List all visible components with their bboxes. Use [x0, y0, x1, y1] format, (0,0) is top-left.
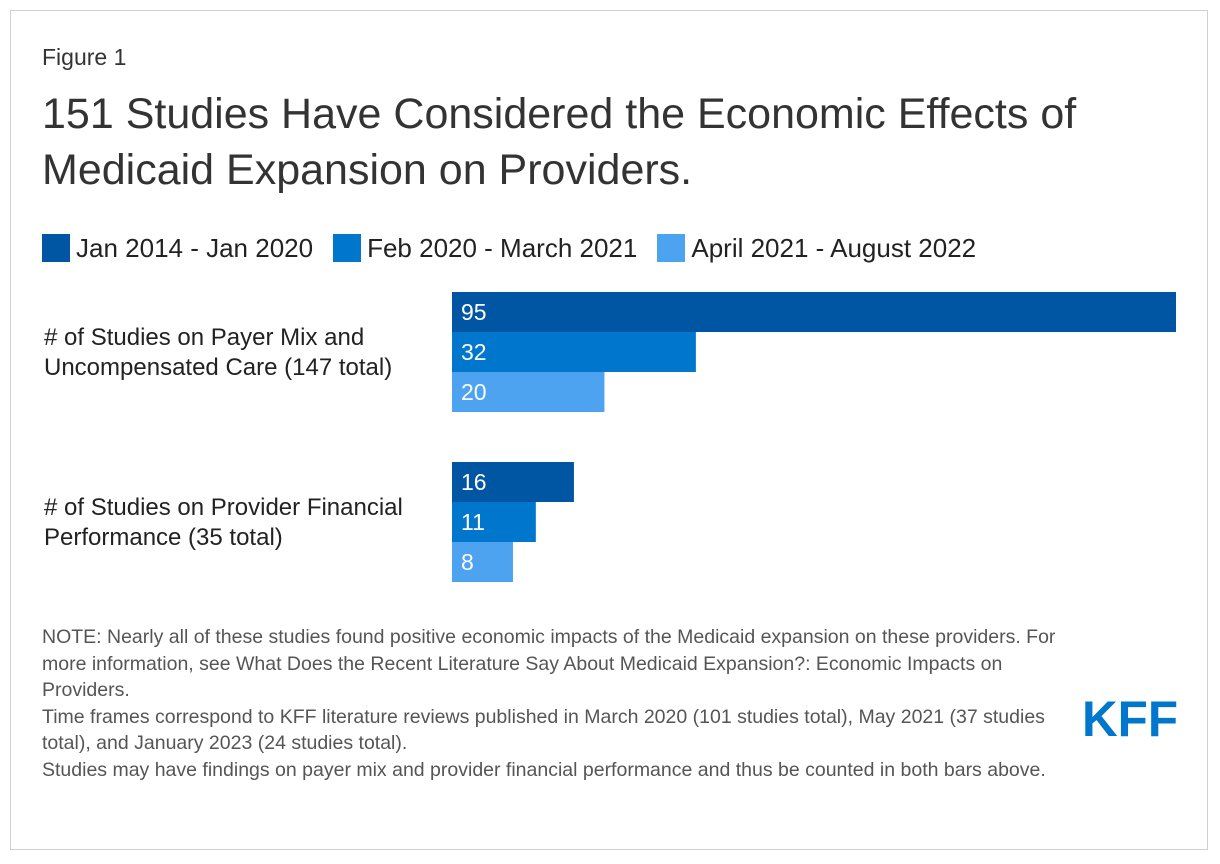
category-label-financial-performance: # of Studies on Provider Financial Perfo… [44, 493, 444, 553]
category-label-payer-mix: # of Studies on Payer Mix and Uncompensa… [44, 323, 444, 383]
chart-title: 151 Studies Have Considered the Economic… [42, 90, 1077, 194]
legend-swatch-series-1 [42, 234, 70, 262]
note-paragraph: NOTE: Nearly all of these studies found … [42, 626, 1056, 701]
bar-value-label: 16 [461, 469, 487, 495]
kff-logo-text: KFF [1082, 698, 1178, 738]
legend-label-series-2: Feb 2020 - March 2021 [367, 232, 638, 263]
category-label-line: # of Studies on Provider Financial [44, 494, 403, 521]
note-paragraph: Time frames correspond to KFF literature… [42, 705, 1045, 755]
bar-cat2-series1 [452, 462, 574, 502]
bar-value-label: 95 [461, 299, 487, 325]
bar-cat1-series1 [452, 292, 1176, 332]
bar-value-label: 20 [461, 379, 487, 405]
note-paragraph: Studies may have findings on payer mix a… [42, 758, 1046, 781]
bar-value-label: 11 [461, 509, 485, 535]
figure-label: Figure 1 [42, 44, 127, 70]
legend-item-series-3: April 2021 - August 2022 [657, 233, 976, 264]
category-label-line: # of Studies on Payer Mix and [44, 324, 365, 351]
kff-logo: KFF [1082, 698, 1178, 738]
bar-cat2-series2 [452, 502, 536, 542]
bar-value-label: 32 [461, 339, 487, 365]
legend: Jan 2014 - Jan 2020 Feb 2020 - March 202… [42, 232, 996, 264]
legend-item-series-2: Feb 2020 - March 2021 [333, 233, 637, 264]
bar-cat2-series3 [452, 542, 513, 582]
legend-swatch-series-2 [333, 234, 362, 262]
legend-label-series-3: April 2021 - August 2022 [691, 232, 977, 263]
legend-item-series-1: Jan 2014 - Jan 2020 [42, 233, 313, 264]
chart-notes: NOTE: Nearly all of these studies found … [42, 624, 1072, 783]
bar-cat1-series3 [452, 372, 605, 412]
category-label-line: Performance (35 total) [44, 524, 283, 551]
legend-label-series-1: Jan 2014 - Jan 2020 [76, 232, 314, 263]
legend-swatch-series-3 [657, 234, 686, 262]
bar-cat1-series2 [452, 332, 696, 372]
category-label-line: Uncompensated Care (147 total) [44, 354, 393, 381]
bar-value-label: 8 [461, 549, 474, 575]
figure-card [10, 10, 1208, 850]
